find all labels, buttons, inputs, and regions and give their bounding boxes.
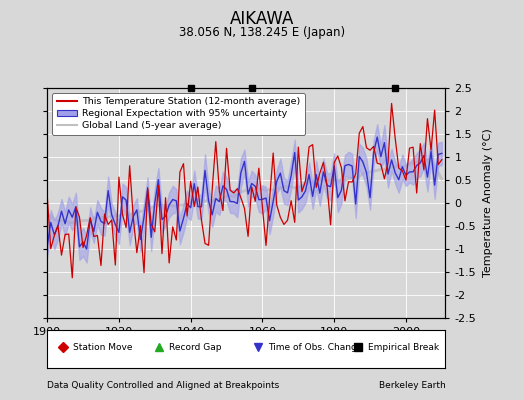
Text: 38.056 N, 138.245 E (Japan): 38.056 N, 138.245 E (Japan)	[179, 26, 345, 39]
Legend: This Temperature Station (12-month average), Regional Expectation with 95% uncer: This Temperature Station (12-month avera…	[52, 93, 305, 135]
Text: Berkeley Earth: Berkeley Earth	[379, 381, 445, 390]
Text: Time of Obs. Change: Time of Obs. Change	[268, 342, 363, 352]
Text: Station Move: Station Move	[73, 342, 133, 352]
Text: Data Quality Controlled and Aligned at Breakpoints: Data Quality Controlled and Aligned at B…	[47, 381, 279, 390]
Y-axis label: Temperature Anomaly (°C): Temperature Anomaly (°C)	[483, 129, 493, 277]
Text: Record Gap: Record Gap	[169, 342, 221, 352]
Text: AIKAWA: AIKAWA	[230, 10, 294, 28]
Text: Empirical Break: Empirical Break	[368, 342, 439, 352]
